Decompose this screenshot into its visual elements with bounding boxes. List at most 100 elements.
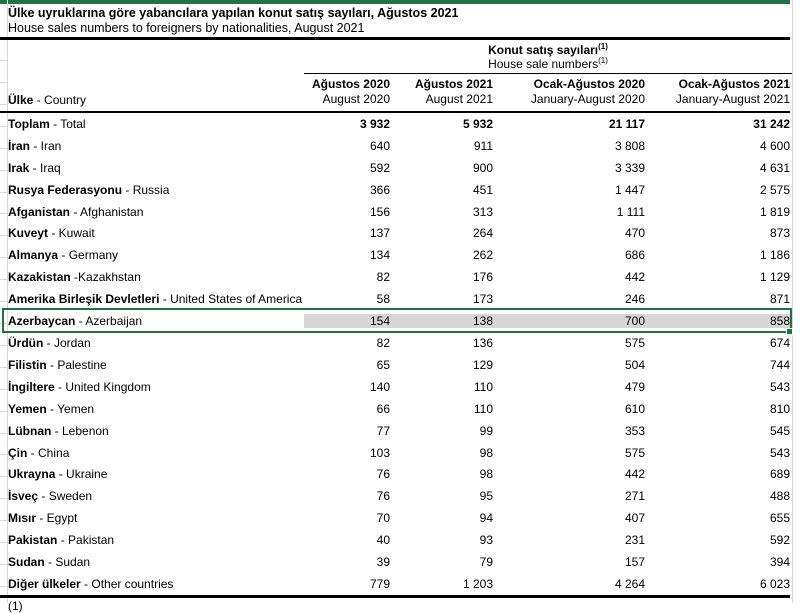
value-cell-aug2021[interactable]: 138 [392, 314, 495, 329]
country-cell[interactable]: Pakistan - Pakistan [8, 533, 115, 548]
value-cell-janaug2021[interactable]: 655 [769, 511, 790, 526]
table-row[interactable]: Irak - Iraq 592 900 3 339 4 631 [0, 157, 792, 179]
value-cell-aug2020[interactable]: 366 [369, 182, 390, 197]
value-cell-janaug2021[interactable]: 2 575 [759, 182, 790, 197]
value-cell-aug2021[interactable]: 110 [473, 401, 493, 416]
table-row[interactable]: İsveç - Sweden 76 95 271 488 [0, 485, 792, 507]
value-cell-aug2020[interactable]: 77 [376, 423, 390, 438]
value-cell-aug2020[interactable]: 76 [376, 489, 390, 504]
country-column-header[interactable]: Ülke - Country [8, 93, 87, 107]
value-cell-aug2021[interactable]: 451 [472, 182, 493, 197]
value-cell-janaug2021[interactable]: 488 [769, 489, 790, 504]
country-cell[interactable]: İran - Iran [8, 138, 62, 153]
country-cell[interactable]: Azerbaycan - Azerbaijan [8, 314, 143, 329]
value-cell-aug2021[interactable]: 264 [472, 226, 493, 241]
country-cell[interactable]: Yemen - Yemen [8, 401, 95, 416]
table-row[interactable]: Azerbaycan - Azerbaijan 154 138 700 858 [0, 308, 793, 336]
value-cell-janaug2020[interactable]: 3 339 [614, 160, 645, 175]
value-cell-janaug2021[interactable]: 1 186 [759, 248, 790, 263]
column-header-janaug2021[interactable]: Ocak-Ağustos 2021 January-August 2021 [675, 77, 790, 106]
value-cell-aug2021[interactable]: 136 [472, 336, 493, 351]
value-cell-aug2021[interactable]: 94 [479, 511, 493, 526]
country-cell[interactable]: Irak - Iraq [8, 160, 61, 175]
value-cell-aug2021[interactable]: 99 [479, 423, 493, 438]
value-cell-janaug2020[interactable]: 610 [624, 401, 645, 416]
table-row[interactable]: Ukrayna - Ukraine 76 98 442 689 [0, 464, 792, 486]
value-cell-janaug2020[interactable]: 1 447 [614, 182, 645, 197]
value-cell-janaug2021[interactable]: 6 023 [759, 576, 790, 591]
value-cell-janaug2020[interactable]: 442 [624, 467, 645, 482]
value-cell-aug2020[interactable]: 154 [304, 314, 392, 329]
country-cell[interactable]: Amerika Birleşik Devletleri - United Sta… [8, 292, 303, 307]
value-cell-janaug2021[interactable]: 1 819 [759, 204, 790, 219]
value-cell-aug2020[interactable]: 76 [376, 467, 390, 482]
value-cell-aug2020[interactable]: 82 [376, 270, 390, 285]
table-row[interactable]: Rusya Federasyonu - Russia 366 451 1 447… [0, 179, 792, 201]
table-row[interactable]: Filistin - Palestine 65 129 504 744 [0, 354, 792, 376]
value-cell-janaug2021[interactable]: 674 [769, 336, 790, 351]
value-cell-aug2021[interactable]: 129 [472, 357, 493, 372]
value-cell-aug2021[interactable]: 911 [473, 138, 493, 153]
table-row[interactable]: Afganistan - Afghanistan 156 313 1 111 1… [0, 201, 792, 223]
country-cell[interactable]: Çin - China [8, 445, 70, 460]
value-cell-janaug2020[interactable]: 575 [624, 445, 645, 460]
table-row[interactable]: Kazakistan -Kazakhstan 82 176 442 1 129 [0, 266, 792, 288]
column-header-aug2020[interactable]: Ağustos 2020 August 2020 [311, 77, 390, 106]
table-row[interactable]: Toplam - Total 3 932 5 932 21 117 31 242 [0, 113, 792, 135]
value-cell-aug2021[interactable]: 5 932 [462, 116, 493, 131]
table-row[interactable]: Sudan - Sudan 39 79 157 394 [0, 551, 792, 573]
value-cell-janaug2020[interactable]: 442 [624, 270, 645, 285]
table-row[interactable]: İngiltere - United Kingdom 140 110 479 5… [0, 376, 792, 398]
value-cell-janaug2020[interactable]: 3 808 [614, 138, 645, 153]
value-cell-janaug2020[interactable]: 353 [624, 423, 645, 438]
table-row[interactable]: Çin - China 103 98 575 543 [0, 442, 792, 464]
value-cell-aug2021[interactable]: 900 [472, 160, 493, 175]
value-cell-aug2021[interactable]: 262 [472, 248, 493, 263]
value-cell-janaug2021[interactable]: 689 [769, 467, 790, 482]
value-cell-janaug2020[interactable]: 479 [624, 379, 645, 394]
value-cell-janaug2020[interactable]: 407 [624, 511, 645, 526]
value-cell-janaug2021[interactable]: 543 [769, 379, 790, 394]
value-cell-janaug2021[interactable]: 545 [769, 423, 790, 438]
country-cell[interactable]: Filistin - Palestine [8, 357, 107, 372]
value-cell-aug2020[interactable]: 779 [369, 576, 390, 591]
value-cell-janaug2020[interactable]: 470 [624, 226, 645, 241]
value-cell-janaug2021[interactable]: 1 129 [759, 270, 790, 285]
selection-fill-handle[interactable] [786, 328, 793, 336]
country-cell[interactable]: Almanya - Germany [8, 248, 119, 263]
value-cell-janaug2021[interactable]: 543 [769, 445, 790, 460]
value-cell-aug2021[interactable]: 79 [479, 555, 493, 570]
value-cell-janaug2020[interactable]: 271 [624, 489, 645, 504]
value-cell-janaug2020[interactable]: 157 [624, 555, 645, 570]
value-cell-aug2020[interactable]: 3 932 [359, 116, 390, 131]
table-row[interactable]: Mısır - Egypt 70 94 407 655 [0, 507, 792, 529]
table-row[interactable]: Diğer ülkeler - Other countries 779 1 20… [0, 573, 792, 595]
value-cell-aug2021[interactable]: 95 [479, 489, 493, 504]
country-cell[interactable]: Lübnan - Lebenon [8, 423, 109, 438]
value-cell-aug2021[interactable]: 173 [472, 292, 493, 307]
value-cell-janaug2021[interactable]: 4 600 [759, 138, 790, 153]
value-cell-aug2020[interactable]: 156 [369, 204, 390, 219]
value-cell-aug2021[interactable]: 110 [473, 379, 493, 394]
table-row[interactable]: Lübnan - Lebenon 77 99 353 545 [0, 420, 792, 442]
value-cell-aug2020[interactable]: 592 [369, 160, 390, 175]
table-row[interactable]: Pakistan - Pakistan 40 93 231 592 [0, 529, 792, 551]
value-cell-janaug2020[interactable]: 246 [624, 292, 645, 307]
value-cell-janaug2021[interactable]: 394 [769, 555, 790, 570]
value-cell-janaug2020[interactable]: 231 [624, 533, 645, 548]
column-header-aug2021[interactable]: Ağustos 2021 August 2021 [414, 77, 493, 106]
value-cell-aug2020[interactable]: 40 [376, 533, 390, 548]
value-cell-aug2020[interactable]: 640 [369, 138, 390, 153]
value-cell-aug2021[interactable]: 313 [472, 204, 493, 219]
value-cell-janaug2021[interactable]: 31 242 [753, 116, 790, 131]
value-cell-janaug2021[interactable]: 858 [647, 314, 792, 329]
value-cell-aug2021[interactable]: 98 [479, 445, 493, 460]
value-cell-aug2020[interactable]: 58 [376, 292, 390, 307]
value-cell-aug2020[interactable]: 65 [376, 357, 390, 372]
value-cell-aug2020[interactable]: 39 [376, 555, 390, 570]
column-header-janaug2020[interactable]: Ocak-Ağustos 2020 January-August 2020 [530, 77, 645, 106]
country-cell[interactable]: İsveç - Sweden [8, 489, 93, 504]
value-cell-aug2021[interactable]: 93 [479, 533, 493, 548]
table-row[interactable]: Almanya - Germany 134 262 686 1 186 [0, 244, 792, 266]
country-cell[interactable]: Mısır - Egypt [8, 511, 78, 526]
